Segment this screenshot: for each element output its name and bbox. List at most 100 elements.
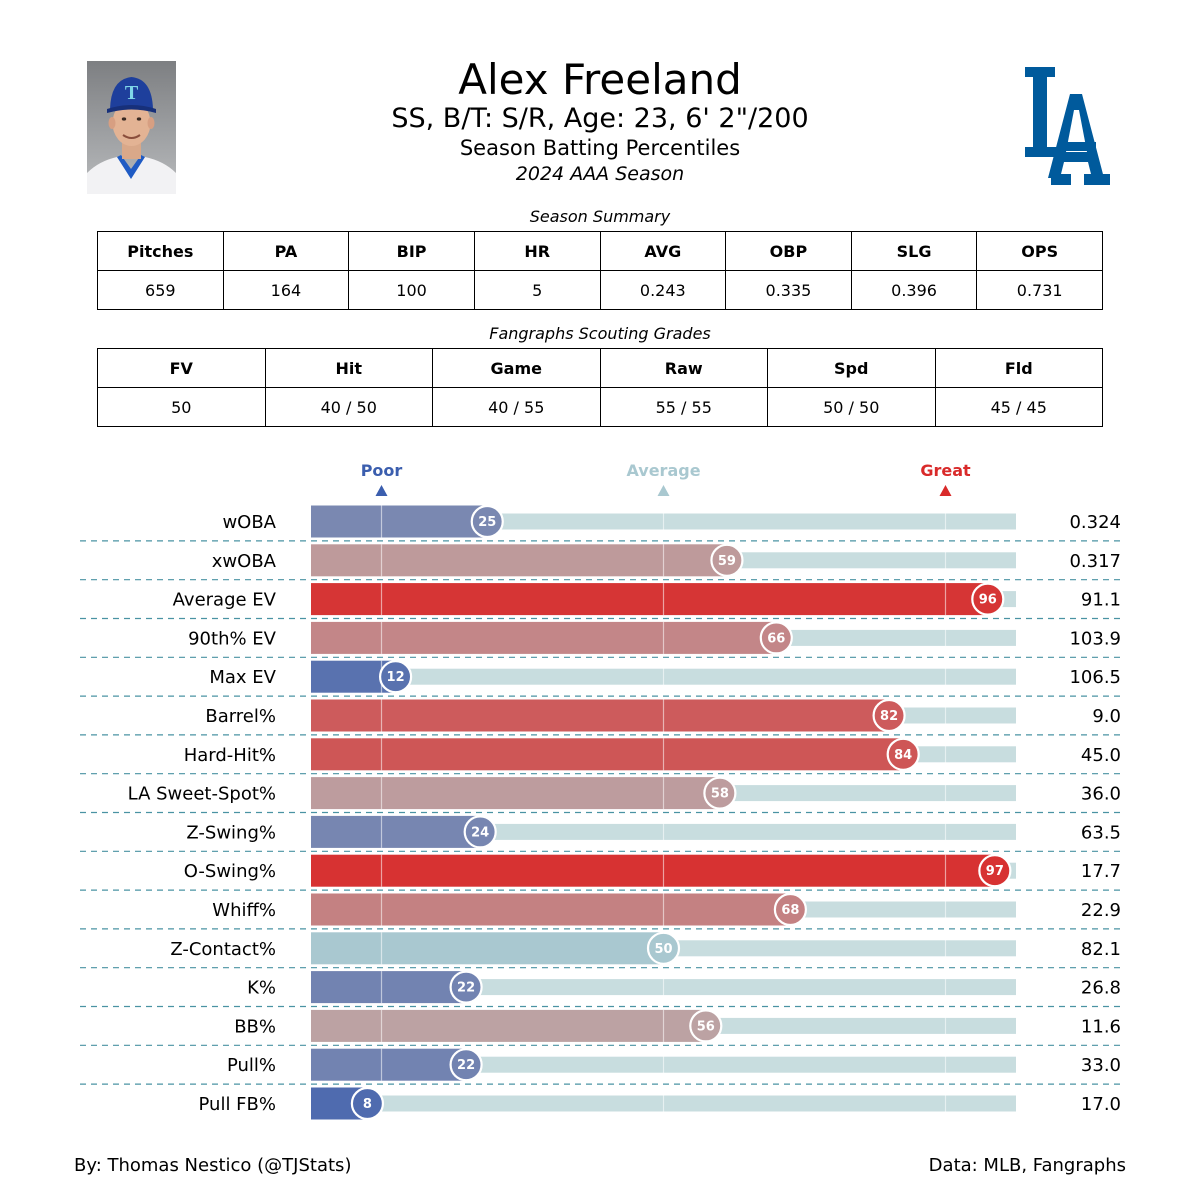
scale-marker-label-poor: Poor bbox=[361, 461, 403, 480]
percentile-marker-barrel- bbox=[872, 698, 906, 733]
percentile-marker-k- bbox=[449, 970, 483, 1004]
metric-name-la-sweet-spot-: LA Sweet-Spot% bbox=[128, 784, 276, 805]
scouting-grades-header-row: FV Hit Game Raw Spd Fld bbox=[97, 348, 1103, 388]
metric-value-max-ev: 106.5 bbox=[1069, 667, 1121, 688]
scouting-grade-value-2: 40 / 55 bbox=[432, 387, 601, 427]
metric-value-average-ev: 91.1 bbox=[1081, 590, 1121, 611]
bar-z-swing- bbox=[311, 815, 481, 848]
season-summary-header-2: BIP bbox=[348, 231, 475, 271]
scale-marker-triangle-average bbox=[657, 485, 670, 496]
percentile-label-whiff-: 68 bbox=[781, 903, 799, 918]
player-headshot: T bbox=[87, 61, 176, 194]
scouting-grade-value-5: 45 / 45 bbox=[934, 387, 1103, 427]
percentile-label-la-sweet-spot-: 58 bbox=[711, 787, 729, 802]
bar-pull- bbox=[311, 1048, 467, 1081]
percentile-label-barrel-: 82 bbox=[880, 709, 898, 724]
scouting-grade-value-4: 50 / 50 bbox=[767, 387, 936, 427]
percentile-label-average-ev: 96 bbox=[979, 593, 997, 608]
percentile-marker-pull-fb- bbox=[350, 1086, 384, 1121]
bar-woba bbox=[311, 505, 488, 538]
metric-name-xwoba: xwOBA bbox=[212, 551, 277, 572]
season-summary-value-row: 659 164 100 5 0.243 0.335 0.396 0.731 bbox=[97, 270, 1103, 310]
metric-name-o-swing-: O-Swing% bbox=[184, 861, 276, 882]
scouting-grade-header-5: Fld bbox=[934, 348, 1103, 388]
scouting-grade-value-3: 55 / 55 bbox=[599, 387, 768, 427]
percentile-label-pull-fb-: 8 bbox=[363, 1097, 372, 1112]
scouting-grade-header-0: FV bbox=[97, 348, 266, 388]
bar-barrel- bbox=[311, 699, 890, 732]
metric-name-max-ev: Max EV bbox=[209, 667, 276, 688]
scouting-grade-header-3: Raw bbox=[599, 348, 768, 388]
metric-value-whiff-: 22.9 bbox=[1081, 900, 1121, 921]
percentile-label-woba: 25 bbox=[478, 515, 496, 530]
metric-value-z-contact-: 82.1 bbox=[1081, 939, 1121, 960]
player-info: SS, B/T: S/R, Age: 23, 6' 2"/200 bbox=[391, 103, 809, 134]
percentile-marker-max-ev bbox=[379, 660, 413, 694]
metric-name-average-ev: Average EV bbox=[173, 590, 277, 611]
footer-source: Data: MLB, Fangraphs bbox=[928, 1155, 1126, 1176]
chart-subtitle: Season Batting Percentiles bbox=[459, 136, 741, 160]
bar-z-contact- bbox=[311, 932, 664, 965]
percentile-marker-woba bbox=[470, 504, 504, 539]
season-summary-table: Pitches PA BIP HR AVG OBP SLG OPS 659 164 100 5 0.2… bbox=[97, 231, 1103, 310]
percentile-label-z-contact-: 50 bbox=[654, 942, 672, 957]
scouting-grade-header-4: Spd bbox=[767, 348, 936, 388]
bar-k- bbox=[311, 971, 467, 1004]
player-headshot-image: T bbox=[87, 61, 176, 194]
metric-value-hard-hit-: 45.0 bbox=[1081, 745, 1121, 766]
metric-value-90th-ev: 103.9 bbox=[1069, 628, 1121, 649]
metric-value-k-: 26.8 bbox=[1081, 978, 1121, 999]
percentile-label-hard-hit-: 84 bbox=[894, 748, 912, 763]
season-summary-title: Season Summary bbox=[529, 207, 671, 226]
percentile-chart: Poor Average Great 25 wOBA 0.324 59 xwOBA 0.317 9… bbox=[80, 461, 1121, 1121]
percentile-label-k-: 22 bbox=[457, 981, 475, 996]
metric-name-z-contact-: Z-Contact% bbox=[170, 939, 276, 960]
season-summary-header-0: Pitches bbox=[97, 231, 224, 271]
metric-name-woba: wOBA bbox=[222, 512, 276, 533]
percentile-marker-whiff- bbox=[773, 892, 808, 927]
percentile-marker-90th-ev bbox=[759, 621, 793, 655]
metric-name-hard-hit-: Hard-Hit% bbox=[184, 745, 276, 766]
scouting-grades-value-row: 50 40 / 50 40 / 55 55 / 55 50 / 50 45 / 45 bbox=[97, 387, 1103, 427]
percentile-marker-o-swing- bbox=[978, 854, 1012, 888]
metric-name-barrel-: Barrel% bbox=[205, 706, 276, 727]
season-summary-value-0: 659 bbox=[97, 270, 224, 310]
season-summary-value-6: 0.396 bbox=[850, 270, 978, 310]
season-summary-value-1: 164 bbox=[222, 270, 350, 310]
season-summary-header-3: HR bbox=[473, 231, 601, 271]
percentile-marker-average-ev bbox=[971, 582, 1005, 616]
percentile-label-90th-ev: 66 bbox=[767, 631, 785, 646]
percentile-marker-z-swing- bbox=[463, 815, 497, 849]
cap-logo: T bbox=[125, 82, 139, 104]
metric-value-o-swing-: 17.7 bbox=[1081, 861, 1121, 882]
metric-name-pull-: Pull% bbox=[227, 1055, 276, 1076]
season-summary-header-row: Pitches PA BIP HR AVG OBP SLG OPS bbox=[97, 231, 1103, 271]
bar-xwoba bbox=[311, 544, 727, 577]
percentile-marker-hard-hit- bbox=[886, 737, 920, 771]
bar-o-swing- bbox=[311, 854, 995, 887]
percentile-marker-pull- bbox=[449, 1048, 483, 1082]
scale-marker-triangle-great bbox=[939, 485, 952, 496]
team-logo-image bbox=[1025, 67, 1110, 185]
bar-whiff- bbox=[311, 893, 791, 926]
scale-marker-triangle-poor bbox=[375, 485, 388, 496]
metric-value-la-sweet-spot-: 36.0 bbox=[1081, 784, 1121, 805]
season-summary-header-6: SLG bbox=[850, 231, 978, 271]
percentile-label-max-ev: 12 bbox=[387, 670, 405, 685]
percentile-label-pull-: 22 bbox=[457, 1058, 475, 1073]
percentile-label-xwoba: 59 bbox=[718, 554, 736, 569]
bar-hard-hit- bbox=[311, 738, 904, 771]
season-summary-header-5: OBP bbox=[725, 231, 852, 271]
footer-credit: By: Thomas Nestico (@TJStats) bbox=[74, 1155, 352, 1176]
metric-name-90th-ev: 90th% EV bbox=[188, 628, 277, 649]
scale-marker-label-average: Average bbox=[626, 461, 700, 480]
percentile-label-bb-: 56 bbox=[697, 1019, 715, 1034]
bar-la-sweet-spot- bbox=[311, 777, 720, 810]
metric-value-xwoba: 0.317 bbox=[1069, 551, 1121, 572]
season-summary-value-7: 0.731 bbox=[976, 270, 1103, 310]
percentile-marker-xwoba bbox=[710, 543, 744, 577]
percentile-marker-z-contact- bbox=[646, 931, 681, 965]
metric-name-whiff-: Whiff% bbox=[212, 900, 276, 921]
metric-name-pull-fb-: Pull FB% bbox=[199, 1094, 276, 1115]
percentile-marker-bb- bbox=[689, 1009, 723, 1043]
